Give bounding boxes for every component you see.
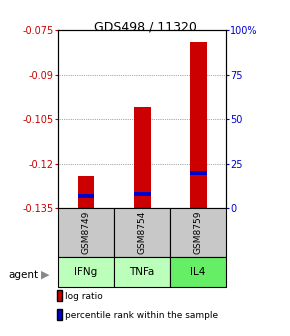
Text: IFNg: IFNg: [75, 267, 98, 277]
Text: IL4: IL4: [191, 267, 206, 277]
Bar: [170, 257, 226, 287]
Bar: [190, 42, 206, 208]
Bar: [190, 171, 206, 175]
Text: log ratio: log ratio: [65, 292, 103, 301]
Text: percentile rank within the sample: percentile rank within the sample: [65, 311, 218, 320]
Text: GSM8749: GSM8749: [81, 211, 90, 254]
Bar: [170, 208, 226, 257]
Text: ▶: ▶: [41, 269, 49, 280]
Bar: [78, 194, 95, 198]
Bar: [114, 208, 170, 257]
Bar: [78, 176, 95, 208]
Bar: [114, 257, 170, 287]
Text: GSM8759: GSM8759: [194, 211, 203, 254]
Text: TNFa: TNFa: [129, 267, 155, 277]
Bar: [134, 108, 151, 208]
Bar: [58, 257, 114, 287]
Text: GDS498 / 11320: GDS498 / 11320: [94, 20, 196, 33]
Bar: [134, 192, 151, 196]
Bar: [58, 208, 114, 257]
Text: GSM8754: GSM8754: [137, 211, 147, 254]
Text: agent: agent: [9, 269, 39, 280]
